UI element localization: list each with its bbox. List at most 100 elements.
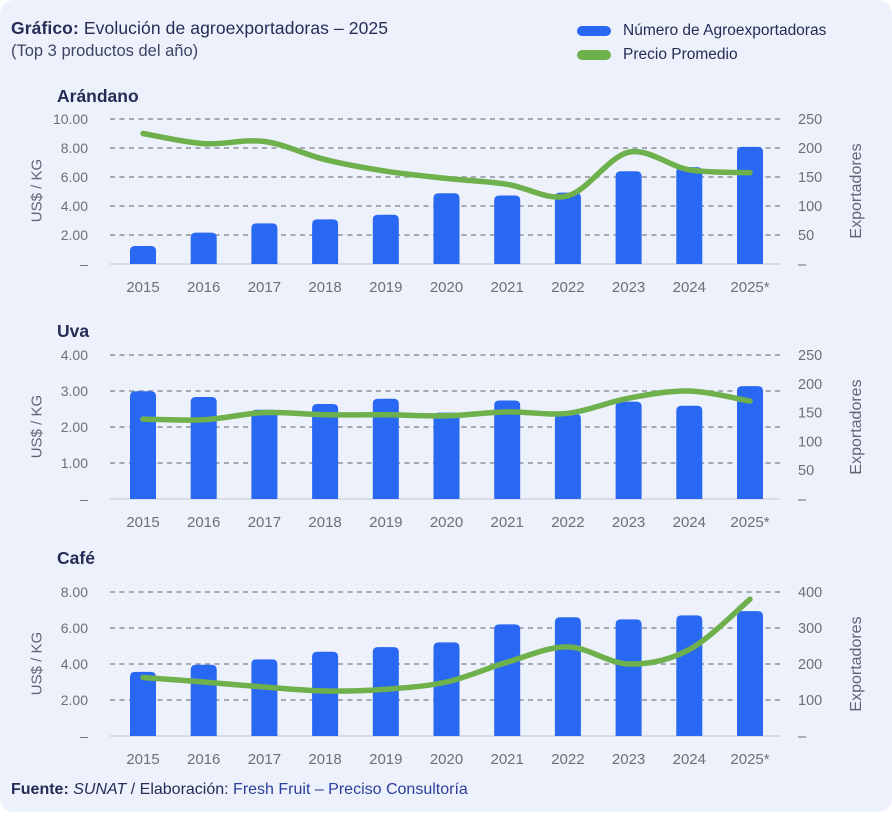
y-axis-tick-left: 4.00 xyxy=(61,347,88,363)
bar-2015 xyxy=(130,391,156,499)
x-axis-tick: 2015 xyxy=(126,514,159,531)
x-axis-tick: 2018 xyxy=(308,751,341,768)
bar-2023 xyxy=(615,619,642,736)
x-axis-tick: 2024 xyxy=(673,514,706,531)
bar-2019 xyxy=(372,398,399,499)
y-axis-tick-left: 6.00 xyxy=(61,169,88,185)
bar-2023 xyxy=(615,401,642,499)
bar-2022 xyxy=(554,413,581,499)
y-axis-tick-right: – xyxy=(798,257,807,273)
bar-2024 xyxy=(676,615,703,736)
elaboracion-label: Elaboración: xyxy=(139,781,229,798)
bar-2015 xyxy=(130,671,156,736)
y-axis-tick-right: 150 xyxy=(798,170,822,186)
bar-2018 xyxy=(312,651,339,736)
bar-2016 xyxy=(190,664,217,736)
y-axis-tick-right: 50 xyxy=(798,463,814,479)
y-axis-tick-left: 2.00 xyxy=(61,692,88,708)
bar-2022 xyxy=(554,617,581,736)
price-line xyxy=(140,130,753,200)
chart-title-cafe: Café xyxy=(57,548,95,568)
y-axis-tick-right: 250 xyxy=(798,112,822,128)
price-line xyxy=(140,596,753,694)
legend-item-line: Precio Promedio xyxy=(577,43,826,67)
y-axis-tick-right: 200 xyxy=(798,377,822,393)
chart-plot-caf: 8.00 6.00 4.00 2.00 – 400 300 200 100 – 2015 2016 20… xyxy=(61,584,822,768)
x-axis-tick: 2025* xyxy=(730,751,769,768)
x-axis-tick: 2019 xyxy=(369,514,402,531)
x-axis-tick: 2018 xyxy=(308,514,341,531)
bar-2018 xyxy=(312,403,339,499)
y-axis-tick-right: 150 xyxy=(798,406,822,422)
bar-2022 xyxy=(554,192,581,264)
x-axis-tick: 2025* xyxy=(730,279,769,296)
y-axis-tick-left: 4.00 xyxy=(61,656,88,672)
footer-separator: / xyxy=(130,781,136,798)
x-axis-tick: 2016 xyxy=(187,279,220,296)
chart-plot-arndano: 10.00 8.00 6.00 4.00 2.00 – 250 200 150 100 50 – 201… xyxy=(53,111,822,296)
bar-2021 xyxy=(494,624,521,736)
x-axis-tick: 2022 xyxy=(551,751,584,768)
bar-2017 xyxy=(251,659,278,736)
x-axis-tick: 2025* xyxy=(730,514,769,531)
bar-2025* xyxy=(737,611,763,736)
y-axis-tick-right: 250 xyxy=(798,348,822,364)
fuente-value: SUNAT xyxy=(73,781,127,798)
bar-2016 xyxy=(190,232,217,264)
page-subtitle: (Top 3 productos del año) xyxy=(11,42,199,60)
y-axis-tick-left: 2.00 xyxy=(61,419,88,435)
x-axis-tick: 2022 xyxy=(551,279,584,296)
x-axis-tick: 2023 xyxy=(612,751,645,768)
y-axis-tick-right: 100 xyxy=(798,434,822,450)
bar-2024 xyxy=(676,167,703,264)
x-axis-tick: 2023 xyxy=(612,279,645,296)
y-axis-tick-left: 3.00 xyxy=(61,383,88,399)
bar-2025* xyxy=(737,146,763,264)
elaboracion-value: Fresh Fruit – Preciso Consultoría xyxy=(233,781,468,798)
bar-2017 xyxy=(251,409,278,499)
x-axis-tick: 2017 xyxy=(248,514,281,531)
y-axis-tick-right: 100 xyxy=(798,693,822,709)
y-axis-tick-left: – xyxy=(80,256,88,272)
x-axis-tick: 2021 xyxy=(491,514,524,531)
y-axis-tick-left: – xyxy=(80,728,88,744)
bar-2017 xyxy=(251,223,278,264)
bar-series-swatch-icon xyxy=(577,26,611,36)
line-series-swatch-icon xyxy=(577,50,611,60)
legend-item-bars: Número de Agroexportadoras xyxy=(577,19,826,43)
x-axis-tick: 2021 xyxy=(491,751,524,768)
y-axis-tick-right: 100 xyxy=(798,199,822,215)
bar-2020 xyxy=(433,412,460,499)
x-axis-tick: 2018 xyxy=(308,279,341,296)
bar-2023 xyxy=(615,171,642,264)
x-axis-tick: 2021 xyxy=(491,279,524,296)
x-axis-tick: 2017 xyxy=(248,279,281,296)
y-axis-tick-right: 300 xyxy=(798,621,822,637)
y-axis-tick-left: 6.00 xyxy=(61,620,88,636)
y-axis-tick-left: 4.00 xyxy=(61,198,88,214)
x-axis-tick: 2019 xyxy=(369,751,402,768)
y-axis-tick-right: – xyxy=(798,492,807,508)
x-axis-tick: 2024 xyxy=(673,751,706,768)
chart-plot-uva: 4.00 3.00 2.00 1.00 – 250 200 150 100 50 – 2015 2016… xyxy=(61,347,822,531)
x-axis-tick: 2020 xyxy=(430,751,463,768)
y-axis-tick-left: – xyxy=(80,491,88,507)
x-axis-tick: 2020 xyxy=(430,514,463,531)
x-axis-tick: 2015 xyxy=(126,751,159,768)
bar-2020 xyxy=(433,642,460,736)
legend-label-line: Precio Promedio xyxy=(623,46,738,63)
y-axis-tick-left: 8.00 xyxy=(61,584,88,600)
bar-2019 xyxy=(372,214,399,264)
page-title: Gráfico: Evolución de agroexportadoras –… xyxy=(11,18,388,39)
chart-title-arandano: Arándano xyxy=(57,86,139,106)
y-axis-tick-left: 10.00 xyxy=(53,111,88,127)
x-axis-tick: 2020 xyxy=(430,279,463,296)
price-line xyxy=(140,388,753,423)
x-axis-tick: 2017 xyxy=(248,751,281,768)
x-axis-tick: 2023 xyxy=(612,514,645,531)
y-axis-tick-right: 400 xyxy=(798,585,822,601)
fuente-label: Fuente: xyxy=(11,781,69,798)
y-axis-tick-right: 200 xyxy=(798,141,822,157)
y-axis-tick-left: 1.00 xyxy=(61,455,88,471)
